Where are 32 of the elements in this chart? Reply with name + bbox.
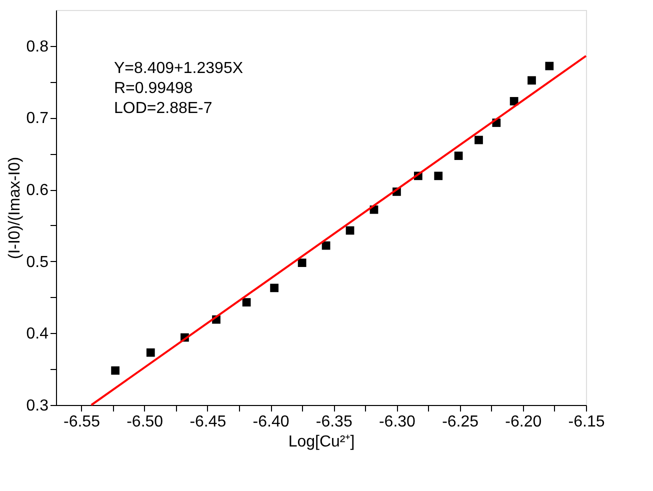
point: [434, 172, 443, 180]
x-axis-title: Log[Cu²⁺]: [288, 434, 355, 450]
x-tick-label: -6.15: [568, 414, 605, 430]
x-tick-label: -6.45: [190, 414, 226, 430]
x-tick-label: -6.50: [126, 414, 164, 430]
x-tick-label: -6.35: [316, 414, 352, 430]
y-tick-label: 0.5: [26, 254, 49, 271]
point: [510, 97, 518, 106]
x-tick-label: -6.40: [252, 414, 290, 430]
point: [528, 76, 536, 85]
point: [242, 298, 251, 306]
y-axis-title: (I-I0)/(Imax-I0): [6, 156, 24, 260]
x-tick-label: -6.30: [378, 414, 416, 430]
x-tick-label: -6.55: [64, 414, 100, 430]
point: [270, 284, 278, 292]
point: [454, 152, 463, 160]
point: [146, 348, 155, 357]
y-tick-label: 0.4: [26, 326, 49, 343]
point: [298, 258, 306, 267]
x-tick-label: -6.20: [505, 414, 542, 430]
y-tick-label: 0.8: [26, 38, 49, 56]
annotation: LOD=2.88E-7: [114, 100, 212, 117]
y-tick-label: 0.6: [26, 182, 49, 200]
point: [474, 136, 483, 144]
point: [346, 226, 354, 235]
point: [545, 62, 554, 70]
y-tick-label: 0.7: [26, 110, 49, 128]
annotation: R=0.99498: [114, 80, 193, 97]
y-tick-label: 0.3: [26, 398, 49, 414]
annotation: Y=8.409+1.2395X: [114, 60, 244, 77]
point: [111, 366, 120, 375]
x-tick-label: -6.25: [442, 414, 479, 430]
